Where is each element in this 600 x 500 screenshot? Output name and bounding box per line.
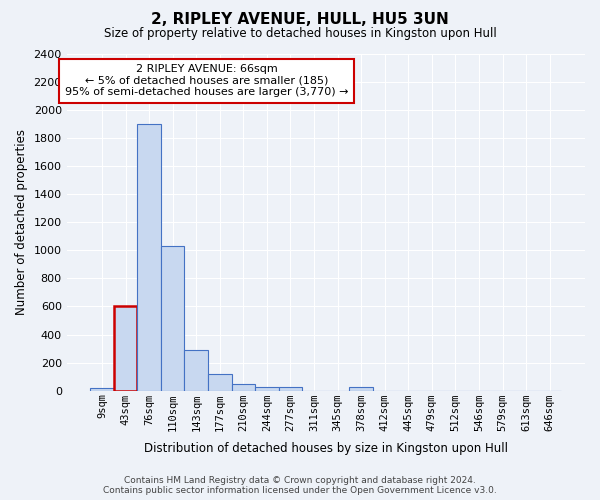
- Text: 2, RIPLEY AVENUE, HULL, HU5 3UN: 2, RIPLEY AVENUE, HULL, HU5 3UN: [151, 12, 449, 28]
- X-axis label: Distribution of detached houses by size in Kingston upon Hull: Distribution of detached houses by size …: [144, 442, 508, 455]
- Bar: [137, 124, 161, 390]
- Bar: [232, 384, 255, 390]
- Bar: [349, 387, 373, 390]
- Bar: [208, 374, 232, 390]
- Bar: [114, 306, 137, 390]
- Bar: [255, 387, 279, 390]
- Bar: [184, 350, 208, 391]
- Text: Contains HM Land Registry data © Crown copyright and database right 2024.
Contai: Contains HM Land Registry data © Crown c…: [103, 476, 497, 495]
- Y-axis label: Number of detached properties: Number of detached properties: [15, 130, 28, 316]
- Bar: [90, 388, 114, 390]
- Text: Size of property relative to detached houses in Kingston upon Hull: Size of property relative to detached ho…: [104, 28, 496, 40]
- Bar: [161, 246, 184, 390]
- Text: 2 RIPLEY AVENUE: 66sqm
← 5% of detached houses are smaller (185)
95% of semi-det: 2 RIPLEY AVENUE: 66sqm ← 5% of detached …: [65, 64, 349, 98]
- Bar: [279, 387, 302, 390]
